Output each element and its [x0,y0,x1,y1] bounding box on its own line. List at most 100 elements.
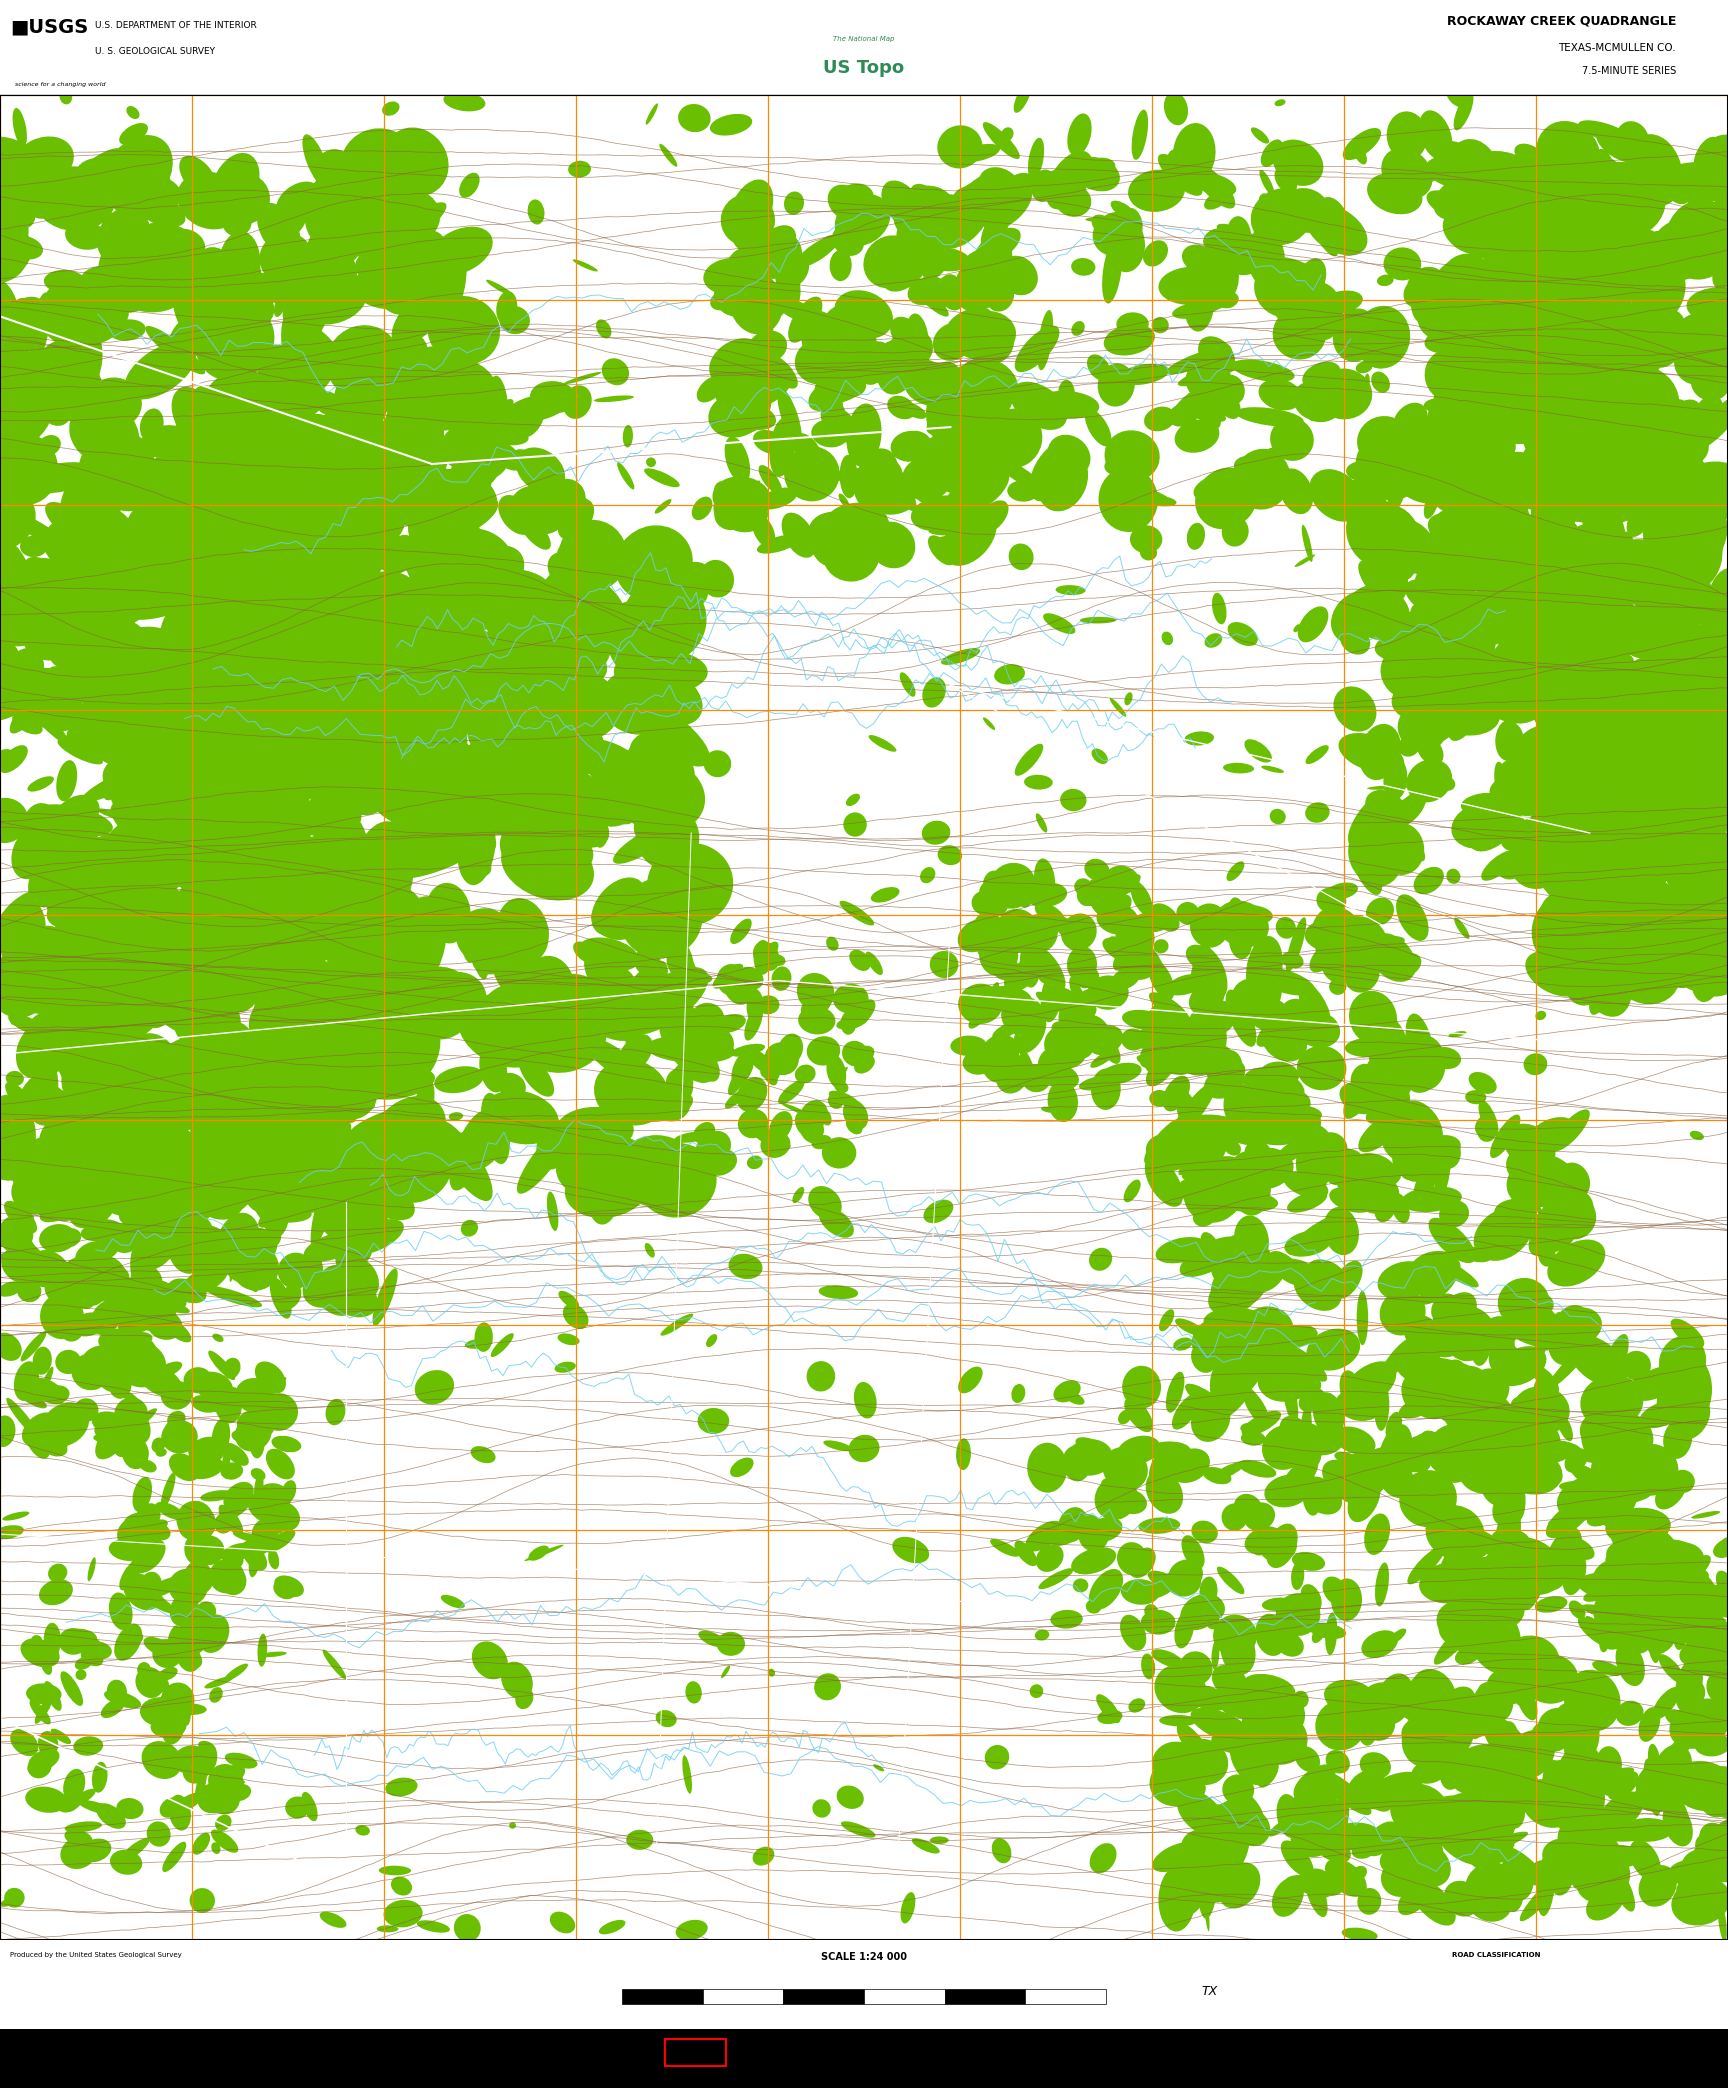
Ellipse shape [143,1637,173,1656]
Ellipse shape [1552,720,1571,741]
Ellipse shape [603,983,674,1017]
Ellipse shape [313,864,361,910]
Ellipse shape [204,370,278,428]
Ellipse shape [1661,399,1704,457]
Ellipse shape [211,1418,230,1455]
Ellipse shape [98,902,133,929]
Ellipse shape [289,875,351,938]
Ellipse shape [41,1645,59,1666]
Ellipse shape [1071,322,1085,336]
Ellipse shape [1274,1136,1313,1165]
Ellipse shape [76,1079,118,1128]
Ellipse shape [1559,1746,1600,1785]
Ellipse shape [1382,1061,1427,1082]
Ellipse shape [617,461,634,489]
Ellipse shape [79,1840,111,1862]
Ellipse shape [1664,739,1725,798]
Ellipse shape [1479,1547,1526,1606]
Ellipse shape [1185,363,1223,403]
Ellipse shape [985,1746,1009,1769]
Ellipse shape [0,349,21,401]
Ellipse shape [1189,376,1222,428]
Ellipse shape [17,165,55,219]
Ellipse shape [1643,309,1687,367]
Ellipse shape [569,161,591,177]
Ellipse shape [1598,345,1668,384]
Ellipse shape [1115,1489,1147,1514]
Ellipse shape [1457,505,1488,562]
Ellipse shape [1614,361,1666,407]
Ellipse shape [1652,925,1695,983]
Ellipse shape [232,535,261,549]
Ellipse shape [233,1531,264,1543]
Ellipse shape [1400,1100,1443,1150]
Ellipse shape [131,474,157,499]
Ellipse shape [1493,528,1572,591]
Ellipse shape [1414,1157,1438,1209]
Ellipse shape [121,816,145,841]
Ellipse shape [327,729,366,770]
Ellipse shape [622,741,695,796]
Ellipse shape [309,716,370,750]
Ellipse shape [1427,1424,1484,1478]
Ellipse shape [1564,685,1591,712]
Ellipse shape [145,244,178,284]
Ellipse shape [1591,1660,1623,1677]
Ellipse shape [175,1006,218,1046]
Ellipse shape [1685,526,1723,557]
Ellipse shape [1429,1217,1476,1263]
Ellipse shape [306,654,378,722]
Ellipse shape [22,1140,55,1178]
Ellipse shape [1073,157,1120,192]
Ellipse shape [817,384,843,411]
Ellipse shape [1218,1862,1260,1908]
Ellipse shape [397,363,460,384]
Ellipse shape [912,1837,940,1854]
Ellipse shape [550,1913,575,1933]
Ellipse shape [435,384,477,420]
Ellipse shape [401,967,475,1040]
Ellipse shape [1652,935,1699,988]
Ellipse shape [235,1416,271,1451]
Ellipse shape [157,965,183,983]
Ellipse shape [508,641,534,674]
Ellipse shape [71,660,119,702]
Ellipse shape [511,704,591,779]
Ellipse shape [985,986,1032,1011]
Ellipse shape [810,1040,838,1057]
Ellipse shape [180,1263,228,1297]
Ellipse shape [138,1107,181,1142]
Ellipse shape [98,428,128,468]
Ellipse shape [60,1107,100,1155]
Ellipse shape [1414,1355,1436,1386]
Ellipse shape [370,624,396,656]
Ellipse shape [1121,1460,1142,1497]
Ellipse shape [900,1892,916,1923]
Ellipse shape [116,1063,157,1090]
Ellipse shape [1671,1470,1695,1493]
Ellipse shape [309,411,394,453]
Ellipse shape [257,764,313,804]
Ellipse shape [619,758,705,833]
Ellipse shape [1476,1115,1498,1138]
Ellipse shape [38,1731,59,1756]
Ellipse shape [1491,1566,1522,1629]
Ellipse shape [10,1171,47,1207]
Ellipse shape [157,679,192,764]
Ellipse shape [200,904,237,940]
Ellipse shape [0,798,28,844]
Ellipse shape [667,574,708,610]
Ellipse shape [1571,889,1619,952]
Ellipse shape [1591,858,1619,898]
Ellipse shape [264,416,325,470]
Ellipse shape [574,720,601,748]
Ellipse shape [1510,384,1547,416]
Ellipse shape [368,1150,392,1180]
Ellipse shape [1512,543,1548,578]
Ellipse shape [956,1439,971,1470]
Ellipse shape [1666,1378,1699,1409]
Ellipse shape [354,1034,387,1073]
Ellipse shape [152,1639,183,1668]
Ellipse shape [137,1232,175,1270]
Ellipse shape [97,702,145,741]
